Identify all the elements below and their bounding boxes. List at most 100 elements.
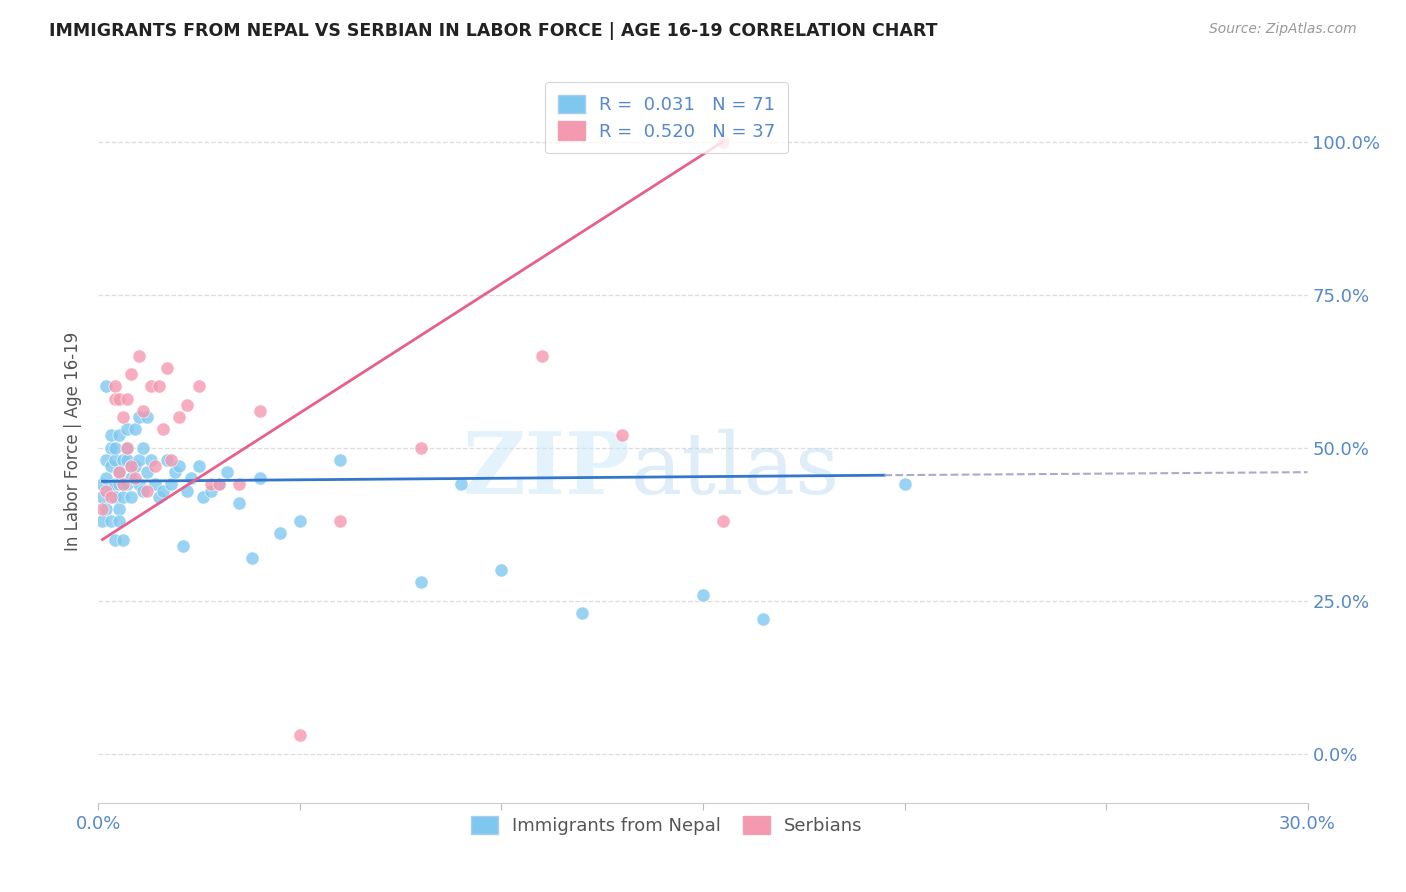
Point — [107, 465, 129, 479]
Point — [91, 477, 114, 491]
Point — [107, 465, 129, 479]
Point — [288, 728, 311, 742]
Point — [132, 483, 155, 498]
Point — [107, 502, 129, 516]
Point — [571, 606, 593, 620]
Point — [111, 477, 134, 491]
Point — [120, 367, 142, 381]
Point — [167, 410, 190, 425]
Point — [329, 453, 352, 467]
Point — [120, 458, 142, 473]
Point — [107, 514, 129, 528]
Point — [103, 533, 125, 547]
Point — [711, 135, 734, 149]
Point — [115, 477, 138, 491]
Point — [163, 465, 186, 479]
Legend: Immigrants from Nepal, Serbians: Immigrants from Nepal, Serbians — [461, 807, 872, 845]
Point — [103, 477, 125, 491]
Point — [180, 471, 202, 485]
Point — [228, 496, 250, 510]
Text: Source: ZipAtlas.com: Source: ZipAtlas.com — [1209, 22, 1357, 37]
Point — [143, 477, 166, 491]
Point — [409, 575, 432, 590]
Point — [269, 526, 291, 541]
Point — [100, 428, 122, 442]
Point — [217, 465, 239, 479]
Point — [91, 514, 114, 528]
Point — [135, 410, 157, 425]
Point — [193, 490, 215, 504]
Point — [120, 471, 142, 485]
Point — [100, 441, 122, 455]
Point — [200, 477, 222, 491]
Point — [103, 392, 125, 406]
Point — [100, 514, 122, 528]
Point — [132, 404, 155, 418]
Point — [612, 428, 634, 442]
Point — [96, 502, 118, 516]
Point — [139, 379, 162, 393]
Point — [91, 502, 114, 516]
Point — [124, 471, 146, 485]
Point — [139, 453, 162, 467]
Point — [115, 453, 138, 467]
Point — [120, 490, 142, 504]
Point — [172, 539, 194, 553]
Point — [128, 410, 150, 425]
Point — [409, 441, 432, 455]
Point — [91, 490, 114, 504]
Point — [135, 483, 157, 498]
Point — [450, 477, 472, 491]
Point — [176, 483, 198, 498]
Point — [148, 490, 170, 504]
Text: IMMIGRANTS FROM NEPAL VS SERBIAN IN LABOR FORCE | AGE 16-19 CORRELATION CHART: IMMIGRANTS FROM NEPAL VS SERBIAN IN LABO… — [49, 22, 938, 40]
Point — [893, 477, 915, 491]
Point — [103, 441, 125, 455]
Point — [148, 379, 170, 393]
Point — [107, 428, 129, 442]
Point — [160, 477, 183, 491]
Point — [249, 471, 271, 485]
Point — [115, 441, 138, 455]
Point — [111, 533, 134, 547]
Text: atlas: atlas — [630, 429, 839, 512]
Point — [107, 392, 129, 406]
Point — [228, 477, 250, 491]
Point — [100, 458, 122, 473]
Point — [100, 483, 122, 498]
Point — [208, 477, 231, 491]
Point — [128, 477, 150, 491]
Point — [329, 514, 352, 528]
Point — [156, 453, 179, 467]
Point — [208, 477, 231, 491]
Point — [111, 490, 134, 504]
Point — [188, 379, 211, 393]
Point — [132, 441, 155, 455]
Point — [103, 379, 125, 393]
Point — [96, 453, 118, 467]
Point — [249, 404, 271, 418]
Point — [491, 563, 513, 577]
Point — [115, 441, 138, 455]
Point — [752, 612, 775, 626]
Point — [96, 483, 118, 498]
Point — [124, 422, 146, 436]
Point — [111, 410, 134, 425]
Point — [152, 483, 174, 498]
Point — [160, 453, 183, 467]
Point — [103, 453, 125, 467]
Point — [100, 490, 122, 504]
Point — [128, 349, 150, 363]
Point — [200, 483, 222, 498]
Point — [188, 458, 211, 473]
Point — [96, 379, 118, 393]
Point — [115, 392, 138, 406]
Point — [128, 453, 150, 467]
Point — [135, 465, 157, 479]
Point — [288, 514, 311, 528]
Point — [143, 458, 166, 473]
Point — [711, 514, 734, 528]
Point — [152, 422, 174, 436]
Point — [96, 471, 118, 485]
Point — [167, 458, 190, 473]
